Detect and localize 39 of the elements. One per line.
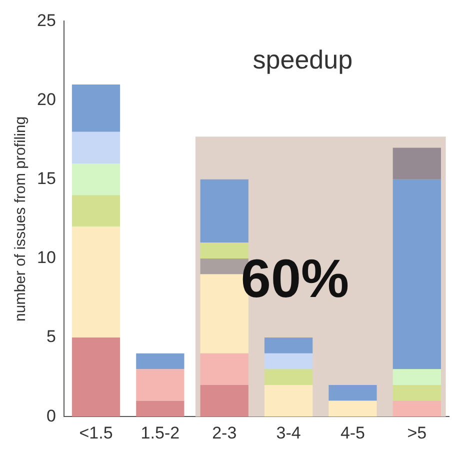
- bar: [72, 226, 120, 338]
- bar: [264, 384, 313, 417]
- annotation: 60%: [240, 249, 350, 310]
- bar: [200, 242, 248, 258]
- x-tick-label: 3-4: [276, 423, 301, 442]
- y-tick-label: 15: [36, 169, 56, 188]
- y-tick-label: 5: [46, 327, 56, 346]
- bar: [264, 338, 313, 354]
- bar: [264, 369, 313, 385]
- y-tick-label: 25: [36, 10, 56, 30]
- bar: [264, 353, 313, 370]
- bar: [72, 132, 120, 164]
- bar: [392, 148, 441, 180]
- x-tick-label: 4-5: [340, 423, 366, 442]
- x-tick-label: 2-3: [212, 423, 237, 442]
- bar: [392, 369, 441, 385]
- x-tick-label: >5: [407, 423, 427, 442]
- y-tick-label: 10: [36, 248, 56, 268]
- bar: [136, 400, 184, 417]
- x-tick-label: <1.5: [79, 423, 113, 442]
- bar: [72, 164, 120, 196]
- bar: [328, 384, 377, 401]
- y-axis-title: number of issues from profiling: [12, 116, 30, 322]
- bar: [136, 369, 184, 401]
- y-tick-label: 0: [46, 406, 56, 426]
- y-tick-label: 20: [36, 90, 56, 109]
- bar: [200, 353, 248, 385]
- text: speedup: [252, 44, 353, 74]
- bar: [392, 400, 441, 417]
- bar: [136, 353, 184, 370]
- bar: [392, 179, 441, 370]
- bar: [200, 384, 248, 417]
- bar: [328, 400, 377, 417]
- bar: [200, 179, 248, 243]
- x-tick-label: 1.5-2: [140, 423, 180, 442]
- bar: [392, 384, 441, 401]
- bar: [72, 338, 120, 417]
- bar: [72, 84, 120, 132]
- bar: [72, 195, 120, 227]
